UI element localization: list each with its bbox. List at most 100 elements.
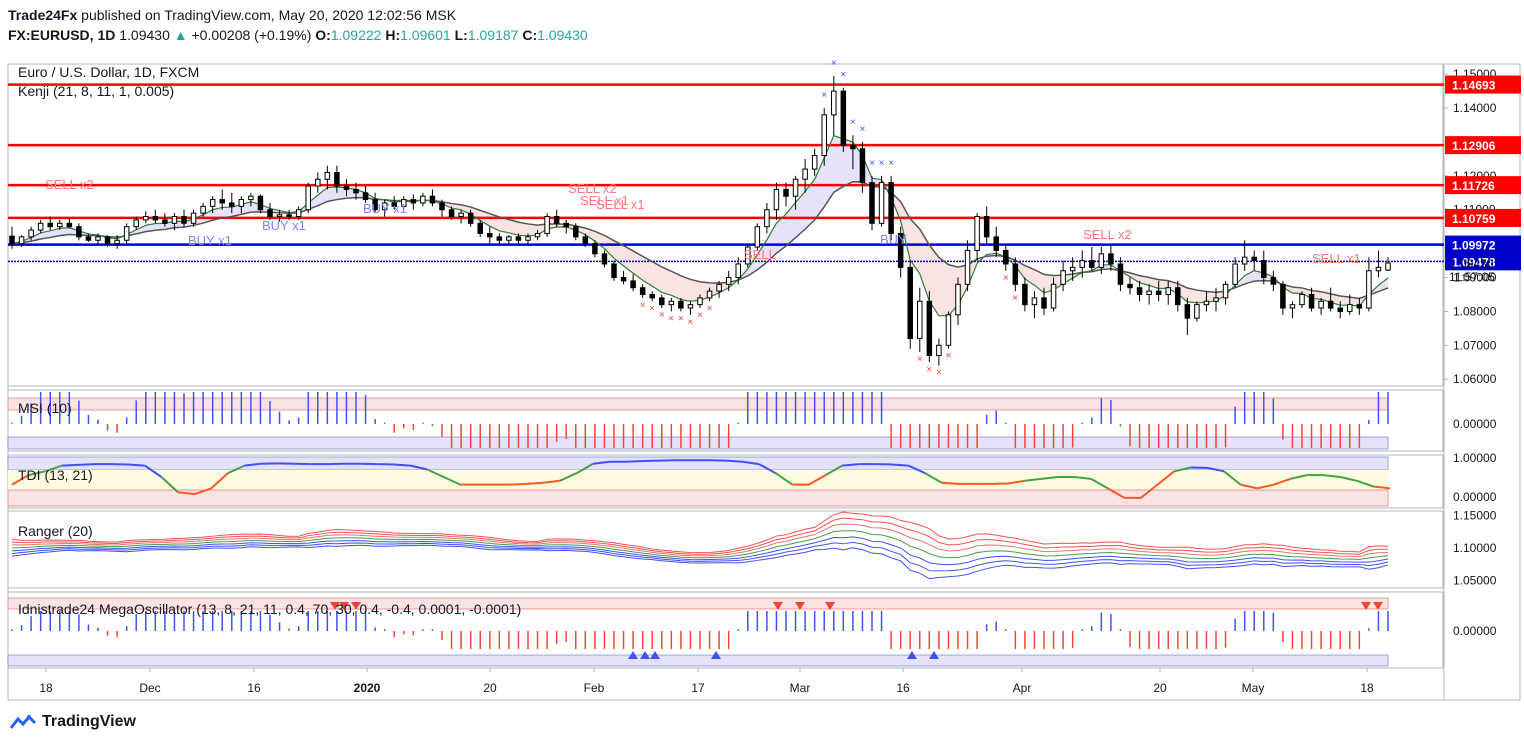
candle-body (1165, 287, 1171, 295)
candle-body (1318, 300, 1324, 309)
candle (1289, 301, 1296, 319)
candle-body (1003, 249, 1009, 265)
candle-body (850, 144, 856, 150)
signal-x-marker: × (946, 351, 952, 362)
candle-body (47, 222, 53, 228)
candle-body (458, 212, 464, 218)
signal-x-marker: × (936, 368, 942, 379)
candle-body (764, 209, 770, 228)
candle-body (353, 188, 359, 194)
tradingview-wordmark: TradingView (42, 713, 136, 730)
candle-body (917, 300, 923, 340)
ranger-y-tick: 1.10000 (1453, 541, 1497, 555)
candle (114, 235, 120, 249)
candle (716, 280, 722, 298)
tdi-line-segment (28, 470, 46, 477)
msi-upper-zone (7, 397, 1389, 411)
candle (592, 240, 598, 258)
candle (143, 211, 149, 224)
price-label: 1.11726 (1445, 176, 1521, 195)
candle (305, 182, 311, 214)
candle-body (133, 219, 139, 228)
candle-body (343, 185, 350, 190)
x-tick-label: 16 (896, 681, 910, 695)
candle (372, 192, 378, 214)
signal-label: BUY x1 (188, 233, 232, 248)
tradingview-logo[interactable]: TradingView (10, 713, 136, 731)
x-tick-label: 2020 (354, 681, 381, 695)
candle (1041, 287, 1047, 315)
tdi-line-segment (1156, 470, 1175, 486)
tdi-line-segment (1041, 476, 1059, 480)
tdi-line-segment (194, 487, 212, 496)
price-label: 1.14693 (1445, 75, 1521, 94)
x-tick-label: Mar (790, 681, 811, 695)
tdi-line-segment (227, 464, 245, 475)
mega-down-triangle (825, 602, 835, 610)
tdi-line-segment (1074, 476, 1092, 480)
tdi-line-segment (891, 463, 909, 467)
candle-body (85, 236, 92, 241)
x-tick-label: 18 (1360, 681, 1374, 695)
candle (1127, 277, 1133, 295)
candle (1299, 291, 1305, 309)
candle-body (831, 90, 837, 116)
candle-body (1213, 297, 1219, 302)
candle (401, 196, 407, 210)
candle (620, 270, 627, 285)
candle-body (324, 171, 331, 180)
ranger-band-line (11, 536, 1389, 566)
mega-up-triangle (640, 651, 650, 659)
candle-body (286, 214, 292, 218)
y-tick-label: 1.06000 (1453, 372, 1497, 386)
candle-body (1270, 277, 1277, 285)
candle (697, 294, 703, 309)
candle-body (1155, 290, 1162, 295)
candle-body (1146, 290, 1152, 295)
candle-body (754, 226, 761, 248)
candle (1385, 257, 1391, 272)
candle (792, 175, 799, 210)
tdi-line-segment (426, 468, 445, 478)
tdi-line-segment (1024, 477, 1042, 482)
tdi-line-segment (1323, 474, 1341, 478)
ranger-y-tick: 1.05000 (1453, 573, 1497, 587)
candle-body (1375, 266, 1382, 272)
mega-down-triangle (773, 602, 783, 610)
candle-body (1347, 304, 1353, 312)
candle-body (219, 199, 225, 204)
ma-band-segment (671, 271, 681, 300)
candle-body (1117, 263, 1124, 285)
candle (1232, 257, 1238, 288)
candle (1098, 247, 1105, 275)
y-tick-label: 1.08000 (1453, 304, 1497, 318)
candle-body (678, 300, 684, 309)
candle (162, 213, 168, 227)
candle (200, 202, 206, 217)
tdi-line-segment (758, 463, 777, 475)
low-label: L: (454, 27, 468, 43)
candle (1079, 250, 1085, 278)
signal-label: SELL x1 (580, 193, 629, 208)
candle (1089, 247, 1095, 271)
y-tick-label: 1.14000 (1453, 101, 1497, 115)
candle (1241, 240, 1248, 271)
candle (754, 223, 761, 251)
tdi-line-segment (61, 463, 79, 467)
candle-body (1127, 283, 1133, 289)
mega-up-triangle (628, 651, 638, 659)
tdi-line-segment (808, 474, 827, 486)
candle-body (649, 293, 655, 299)
ma-band-segment (690, 279, 700, 302)
candle (821, 108, 827, 166)
tdi-line-segment (144, 464, 162, 478)
candle-body (152, 216, 159, 221)
ma-band-segment (231, 204, 242, 217)
candle (229, 192, 235, 214)
candle (1280, 280, 1286, 315)
y-tick-label: 1.07000 (1453, 338, 1497, 352)
candle-body (1203, 300, 1210, 306)
candle (783, 182, 789, 207)
candle-body (477, 222, 483, 234)
